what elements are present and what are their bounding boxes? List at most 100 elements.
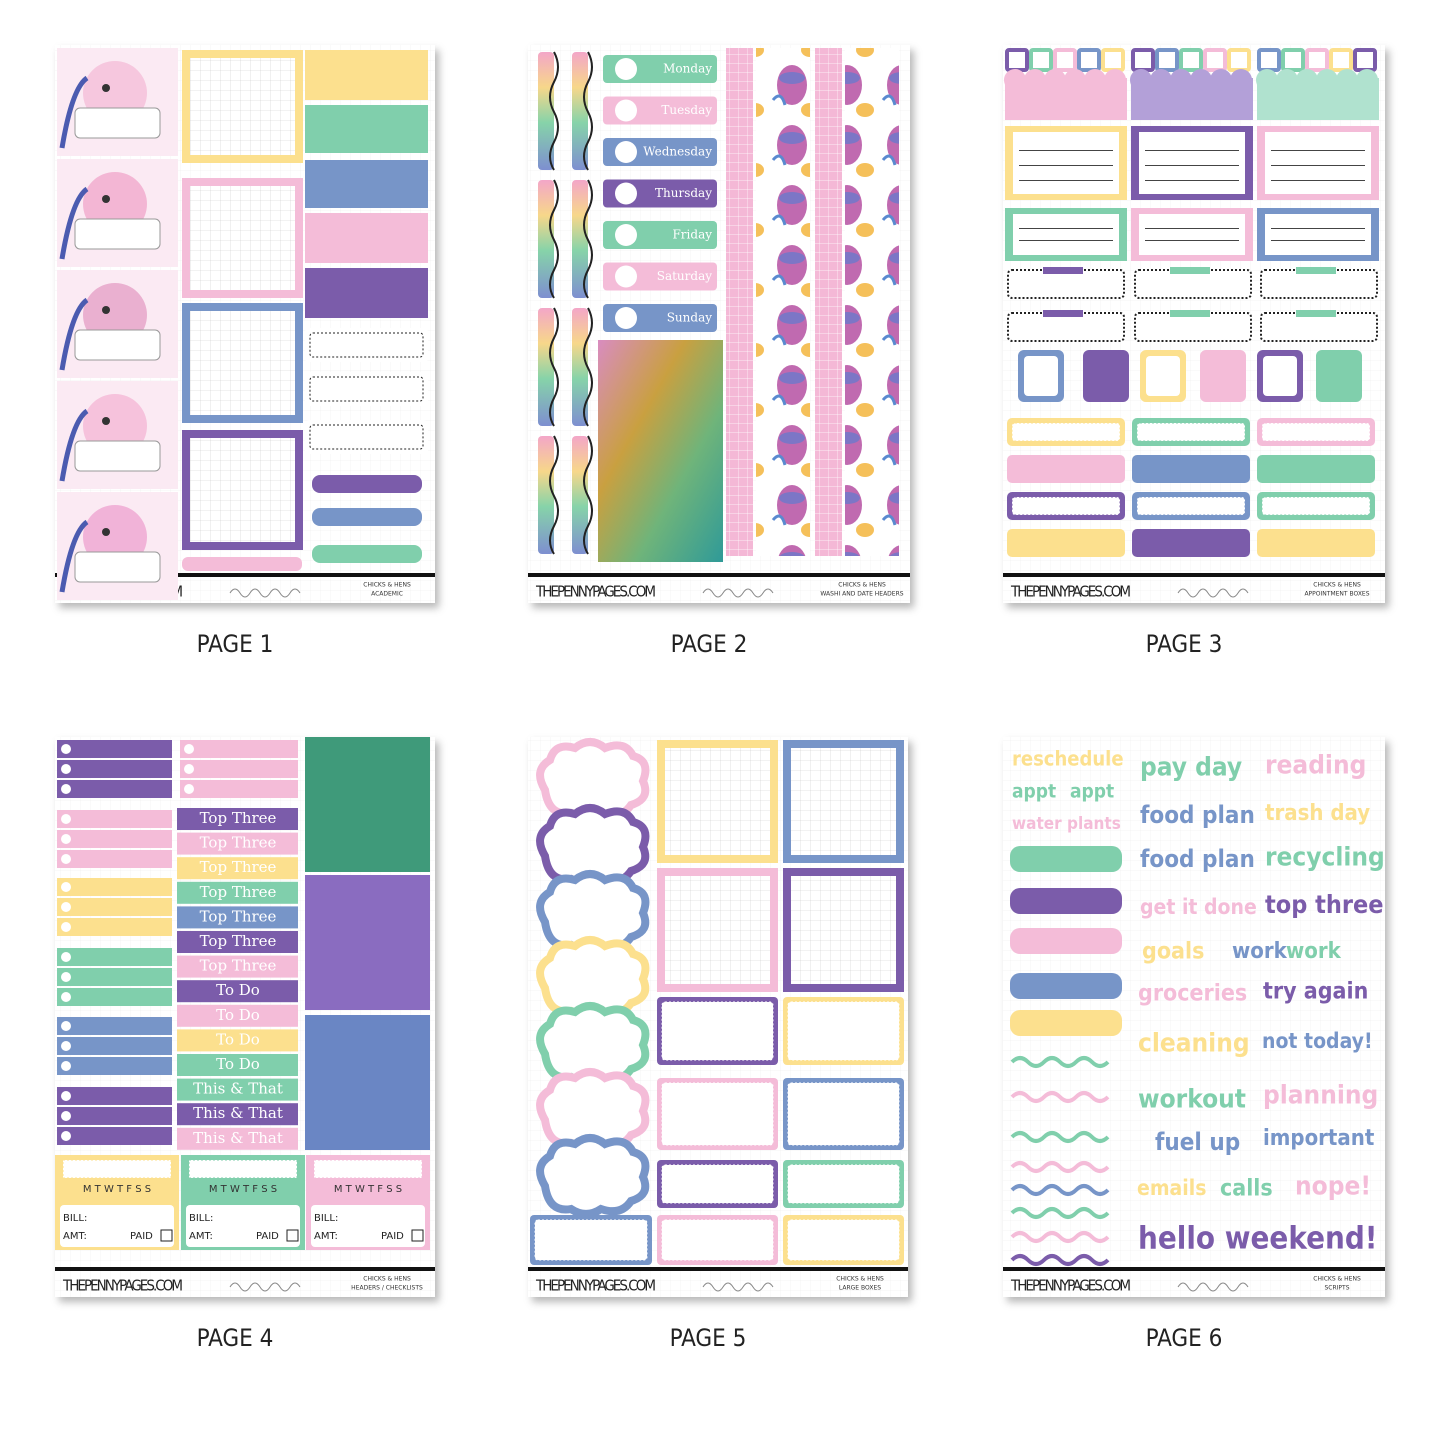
- label: M T W T F S S: [334, 1184, 402, 1195]
- swirl: [1010, 1184, 1110, 1196]
- label: Top Three: [200, 809, 277, 827]
- label: CHICKS & HENS: [363, 582, 411, 589]
- shape: [74, 107, 161, 139]
- dot: [61, 764, 71, 774]
- label: Monday: [663, 62, 712, 76]
- label: To Do: [216, 1055, 260, 1073]
- wave: [549, 307, 559, 427]
- dot: [61, 1091, 71, 1101]
- squiggle: [1177, 588, 1249, 598]
- shape: [57, 780, 172, 798]
- shape: [177, 1004, 298, 1027]
- label: water plants: [1012, 814, 1121, 834]
- dot: [61, 1041, 71, 1051]
- shape: [787, 1001, 900, 1061]
- squiggle: [1177, 1282, 1249, 1292]
- shape: [1101, 48, 1125, 72]
- dot: [615, 58, 637, 80]
- shape: [60, 1205, 174, 1247]
- leaf: [59, 297, 89, 371]
- shape: [312, 545, 422, 563]
- label: top three: [1265, 890, 1384, 919]
- label: planning: [1263, 1081, 1378, 1111]
- label: Wednesday: [643, 145, 712, 159]
- scallop: [1150, 69, 1172, 91]
- label: To Do: [216, 1030, 260, 1048]
- shape: [305, 1015, 430, 1150]
- shape: [1271, 240, 1365, 241]
- label: food plan: [1140, 801, 1255, 829]
- shape: [57, 898, 172, 916]
- shape: [177, 832, 298, 855]
- shape: [182, 557, 302, 571]
- label: reading: [1265, 751, 1366, 781]
- shape: [313, 1159, 423, 1179]
- shape: [57, 830, 172, 848]
- shape: [74, 218, 161, 250]
- swirl: [1010, 1056, 1110, 1068]
- wave: [583, 435, 593, 555]
- shape: [309, 332, 424, 358]
- shape: [1132, 529, 1250, 557]
- shape: [311, 1205, 425, 1247]
- wave: [549, 435, 559, 555]
- scallop: [1190, 69, 1212, 91]
- label: try again: [1263, 979, 1368, 1005]
- shape: [57, 988, 172, 1006]
- scallop: [1130, 69, 1152, 91]
- shape: [661, 1001, 774, 1061]
- shape: [1170, 267, 1210, 274]
- shape: [1010, 888, 1122, 914]
- label: PAGE 5: [670, 1324, 747, 1352]
- dot: [615, 99, 637, 122]
- label: appt: [1012, 781, 1056, 803]
- label: AMT:: [63, 1231, 87, 1242]
- label: nope!: [1295, 1172, 1371, 1202]
- swirl: [1010, 1161, 1110, 1173]
- label: THEPENNYPAGES.COM: [1010, 583, 1131, 601]
- shape: [55, 573, 435, 577]
- shape: [190, 186, 295, 290]
- label: SCRIPTS: [1324, 1285, 1349, 1292]
- dot: [61, 922, 71, 932]
- label: emails: [1137, 1176, 1206, 1200]
- scallop: [1336, 69, 1358, 91]
- wave: [549, 179, 559, 299]
- shape: [1145, 228, 1239, 229]
- wave: [549, 51, 559, 171]
- shape: [815, 48, 842, 556]
- shape: [160, 1229, 173, 1242]
- shape: [1263, 356, 1297, 396]
- dot: [61, 1111, 71, 1121]
- label: THEPENNYPAGES.COM: [62, 1277, 183, 1295]
- shape: [177, 808, 298, 830]
- dot: [61, 902, 71, 912]
- shape: [57, 1037, 172, 1055]
- shape: [177, 980, 298, 1003]
- leaf: [59, 75, 89, 149]
- shape: [312, 475, 422, 493]
- label: PAID: [256, 1231, 279, 1242]
- shape: [1024, 356, 1058, 396]
- shape: [1043, 267, 1083, 274]
- shape: [177, 857, 298, 880]
- label: reschedule: [1012, 747, 1124, 771]
- shape: [309, 424, 424, 450]
- label: PAID: [130, 1231, 153, 1242]
- label: PAGE 4: [197, 1324, 274, 1352]
- scallop: [1356, 69, 1378, 91]
- shape: [1136, 422, 1246, 442]
- shape: [1139, 132, 1245, 194]
- label: LARGE BOXES: [839, 1285, 881, 1292]
- shape: [57, 760, 172, 778]
- label: important: [1263, 1126, 1375, 1151]
- shape: [845, 48, 899, 556]
- shape: [661, 1082, 774, 1146]
- shape: [74, 329, 161, 361]
- shape: [1019, 165, 1113, 166]
- shape: [572, 180, 588, 298]
- shape: [1019, 150, 1113, 151]
- label: PAID: [381, 1231, 404, 1242]
- dot: [61, 972, 71, 982]
